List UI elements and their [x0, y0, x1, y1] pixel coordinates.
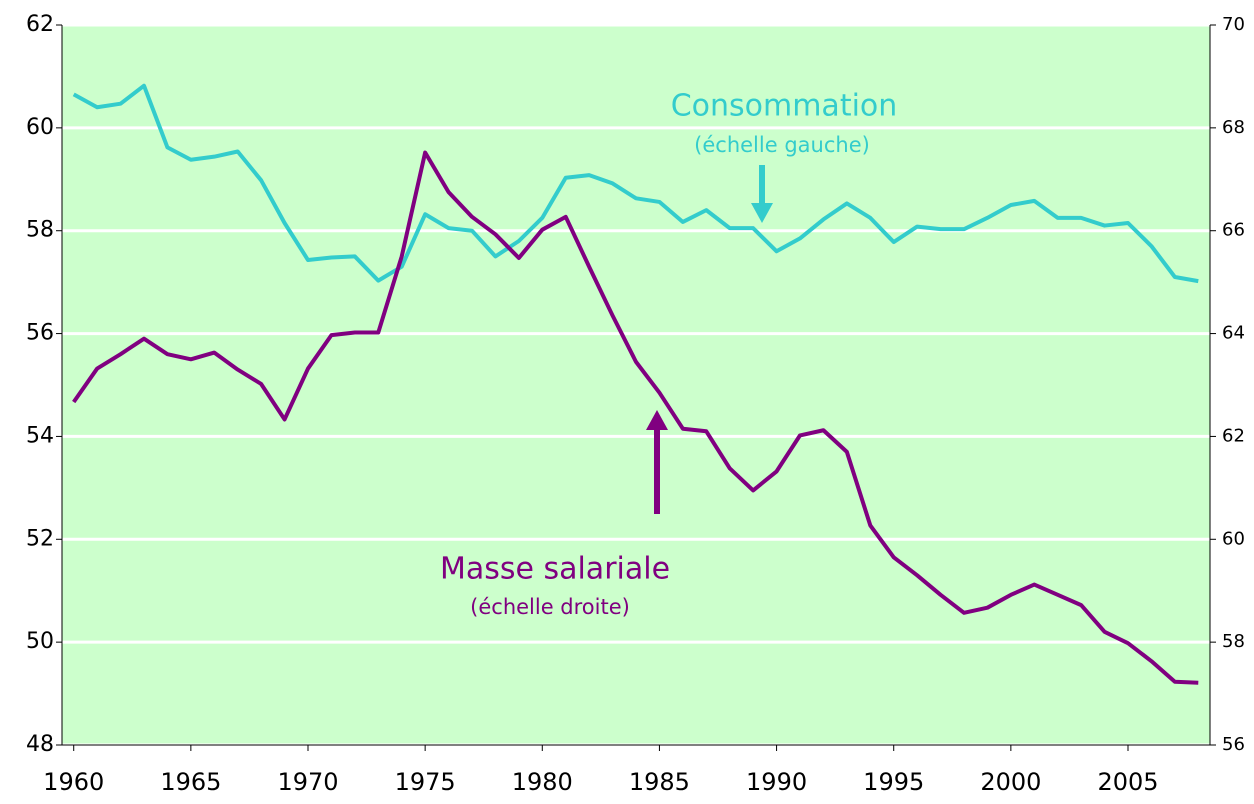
x-tick-label: 1995: [863, 768, 924, 796]
x-tick-label: 1985: [629, 768, 690, 796]
y-tick-label: 62: [26, 12, 54, 37]
y-tick-label: 52: [26, 526, 54, 551]
y2-tick-label: 60: [1222, 528, 1245, 549]
y2-tick-label: 66: [1222, 220, 1245, 241]
x-tick-label: 1975: [395, 768, 456, 796]
x-tick-label: 1960: [43, 768, 104, 796]
y-tick-label: 54: [26, 423, 54, 448]
cyan-arrow: [751, 165, 773, 223]
x-tick-label: 2000: [980, 768, 1041, 796]
y-tick-label: 58: [26, 218, 54, 243]
annotation: (échelle droite): [470, 595, 630, 619]
plot-area: [62, 25, 1210, 745]
x-tick-label: 1965: [160, 768, 221, 796]
purple-arrow: [646, 410, 668, 514]
y2-tick-label: 56: [1222, 734, 1245, 755]
y2-tick-label: 62: [1222, 425, 1245, 446]
x-tick-label: 2005: [1097, 768, 1158, 796]
y-tick-label: 56: [26, 321, 54, 346]
y-tick-label: 60: [26, 115, 54, 140]
y2-tick-label: 70: [1222, 14, 1245, 35]
x-tick-label: 1970: [277, 768, 338, 796]
y2-tick-label: 68: [1222, 117, 1245, 138]
annotation: (échelle gauche): [694, 133, 870, 157]
y-tick-label: 48: [26, 732, 54, 757]
x-tick-label: 1980: [512, 768, 573, 796]
x-tick-label: 1990: [746, 768, 807, 796]
y2-tick-label: 64: [1222, 323, 1245, 344]
series-line: [72, 150, 1199, 685]
series-label: Consommation: [671, 89, 898, 124]
series-label: Masse salariale: [440, 552, 670, 587]
series-line: [72, 83, 1199, 284]
y2-tick-label: 58: [1222, 631, 1245, 652]
y-tick-label: 50: [26, 629, 54, 654]
